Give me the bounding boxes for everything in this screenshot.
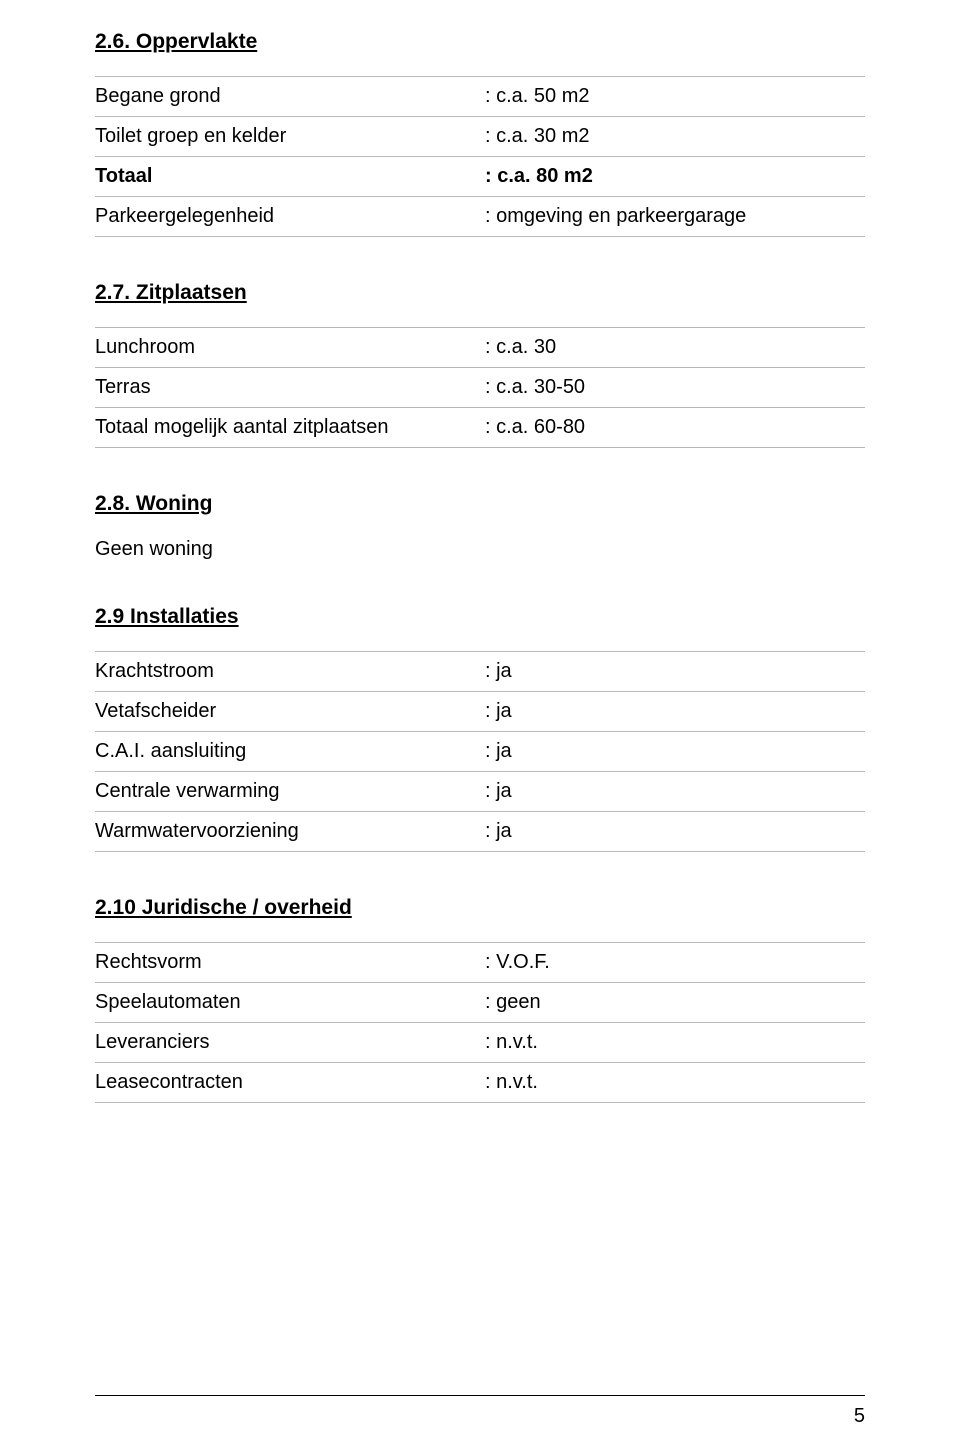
cell-label: Speelautomaten: [95, 989, 485, 1016]
table-row: Totaal mogelijk aantal zitplaatsen : c.a…: [95, 408, 865, 448]
table-juridische: Rechtsvorm : V.O.F. Speelautomaten : gee…: [95, 942, 865, 1103]
table-row: Parkeergelegenheid : omgeving en parkeer…: [95, 197, 865, 237]
table-oppervlakte: Begane grond : c.a. 50 m2 Toilet groep e…: [95, 76, 865, 237]
cell-value: : omgeving en parkeergarage: [485, 203, 865, 230]
table-zitplaatsen: Lunchroom : c.a. 30 Terras : c.a. 30-50 …: [95, 327, 865, 448]
table-row: Krachtstroom : ja: [95, 652, 865, 692]
section-heading-zitplaatsen: 2.7. Zitplaatsen: [95, 281, 865, 305]
cell-label: Terras: [95, 374, 485, 401]
cell-label: Leasecontracten: [95, 1069, 485, 1096]
table-row: Warmwatervoorziening : ja: [95, 812, 865, 852]
table-row: C.A.I. aansluiting : ja: [95, 732, 865, 772]
cell-value: : c.a. 30 m2: [485, 123, 865, 150]
cell-value: : c.a. 80 m2: [485, 163, 865, 190]
cell-label: Lunchroom: [95, 334, 485, 361]
cell-value: : c.a. 30: [485, 334, 865, 361]
table-row: Leveranciers : n.v.t.: [95, 1023, 865, 1063]
cell-label: C.A.I. aansluiting: [95, 738, 485, 765]
page-number: 5: [854, 1405, 865, 1428]
cell-value: : ja: [485, 778, 865, 805]
table-installaties: Krachtstroom : ja Vetafscheider : ja C.A…: [95, 651, 865, 852]
cell-label: Totaal mogelijk aantal zitplaatsen: [95, 414, 485, 441]
cell-value: : n.v.t.: [485, 1029, 865, 1056]
cell-value: : ja: [485, 658, 865, 685]
table-row: Centrale verwarming : ja: [95, 772, 865, 812]
cell-label: Totaal: [95, 163, 485, 190]
table-row: Totaal : c.a. 80 m2: [95, 157, 865, 197]
section-heading-woning: 2.8. Woning: [95, 492, 865, 516]
cell-label: Krachtstroom: [95, 658, 485, 685]
cell-value: : c.a. 50 m2: [485, 83, 865, 110]
table-row: Lunchroom : c.a. 30: [95, 328, 865, 368]
cell-value: : V.O.F.: [485, 949, 865, 976]
footer-divider: [95, 1395, 865, 1396]
cell-label: Warmwatervoorziening: [95, 818, 485, 845]
table-row: Terras : c.a. 30-50: [95, 368, 865, 408]
cell-value: : c.a. 60-80: [485, 414, 865, 441]
woning-body: Geen woning: [95, 538, 865, 561]
cell-value: : geen: [485, 989, 865, 1016]
cell-label: Toilet groep en kelder: [95, 123, 485, 150]
cell-label: Centrale verwarming: [95, 778, 485, 805]
cell-value: : ja: [485, 738, 865, 765]
section-heading-juridische: 2.10 Juridische / overheid: [95, 896, 865, 920]
cell-label: Rechtsvorm: [95, 949, 485, 976]
table-row: Begane grond : c.a. 50 m2: [95, 77, 865, 117]
cell-value: : ja: [485, 698, 865, 725]
cell-label: Begane grond: [95, 83, 485, 110]
cell-value: : ja: [485, 818, 865, 845]
section-heading-oppervlakte: 2.6. Oppervlakte: [95, 30, 865, 54]
table-row: Speelautomaten : geen: [95, 983, 865, 1023]
table-row: Rechtsvorm : V.O.F.: [95, 943, 865, 983]
section-heading-installaties: 2.9 Installaties: [95, 605, 865, 629]
cell-value: : n.v.t.: [485, 1069, 865, 1096]
cell-label: Vetafscheider: [95, 698, 485, 725]
cell-label: Leveranciers: [95, 1029, 485, 1056]
table-row: Toilet groep en kelder : c.a. 30 m2: [95, 117, 865, 157]
table-row: Vetafscheider : ja: [95, 692, 865, 732]
cell-value: : c.a. 30-50: [485, 374, 865, 401]
table-row: Leasecontracten : n.v.t.: [95, 1063, 865, 1103]
cell-label: Parkeergelegenheid: [95, 203, 485, 230]
document-page: 2.6. Oppervlakte Begane grond : c.a. 50 …: [0, 0, 960, 1450]
